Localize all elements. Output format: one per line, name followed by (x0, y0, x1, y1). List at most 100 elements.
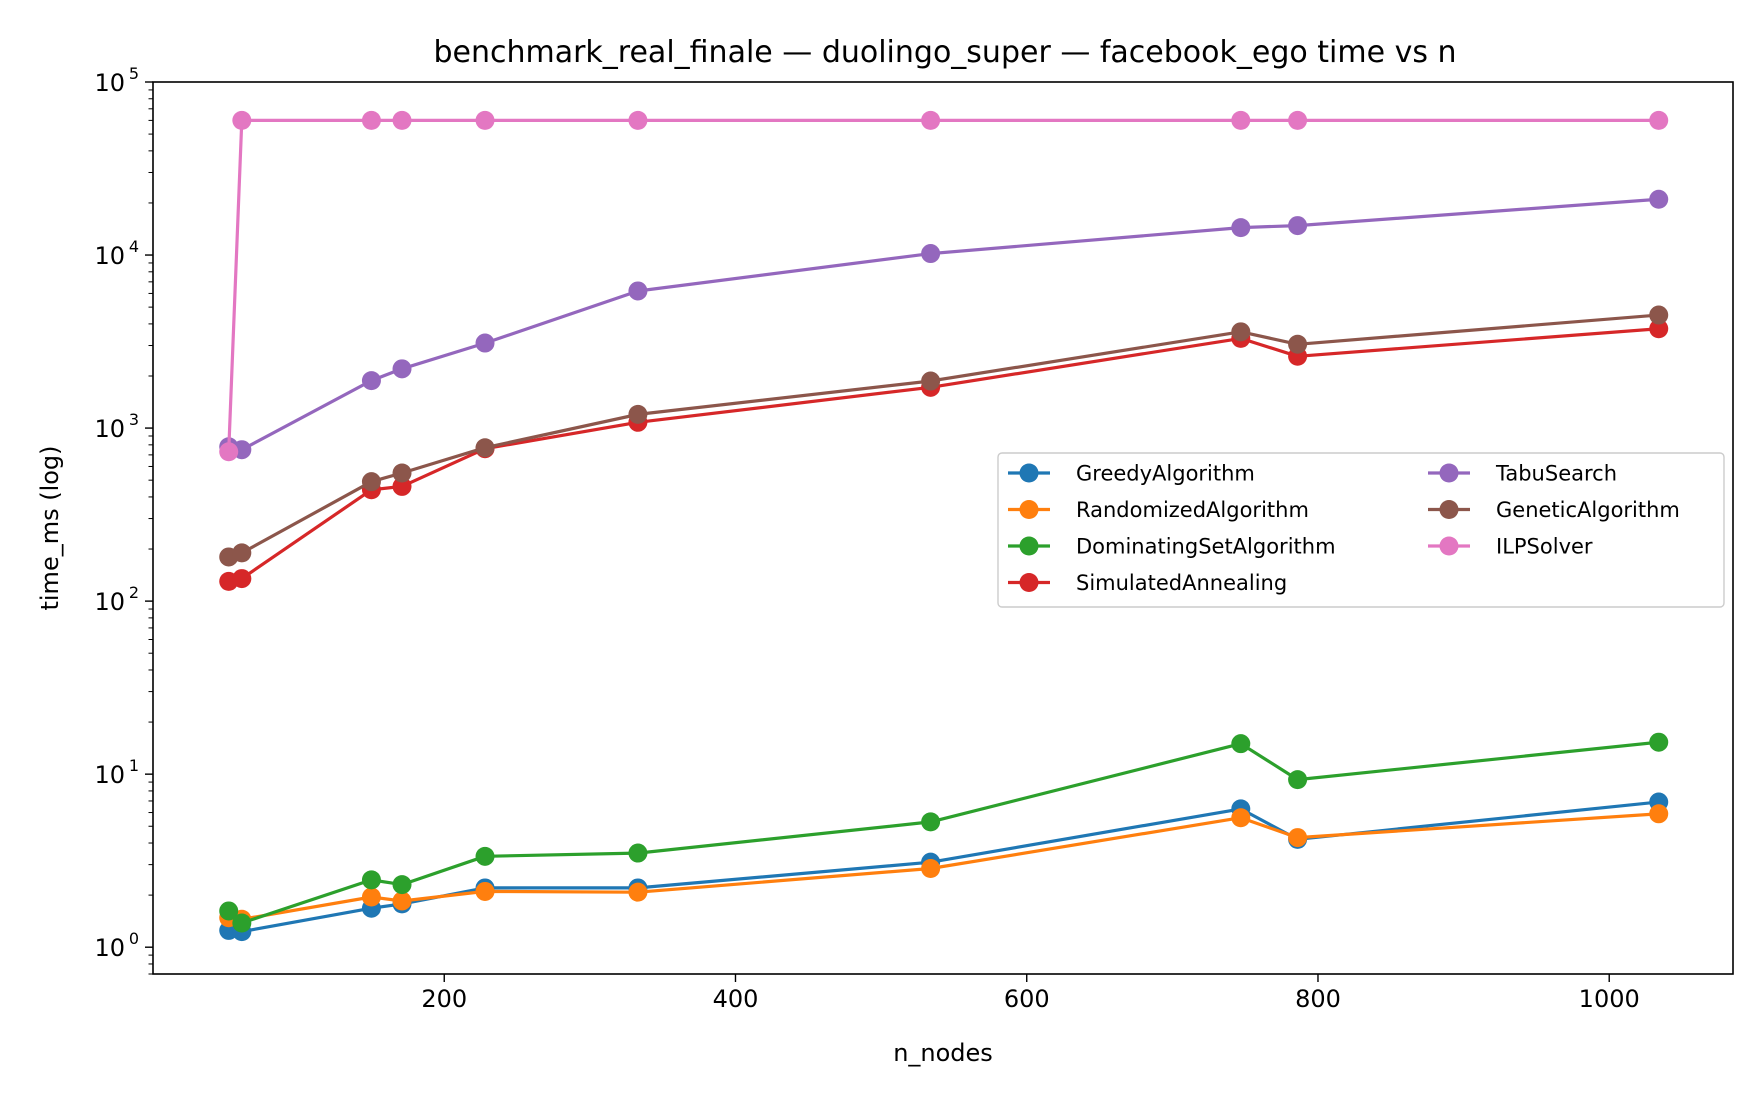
data-point (1649, 305, 1669, 325)
series-line (228, 812, 1659, 921)
data-point (219, 901, 239, 921)
data-point (921, 244, 941, 264)
legend-swatch-marker (1019, 573, 1039, 592)
data-point (628, 404, 648, 424)
series-line (228, 800, 1659, 934)
series-line (228, 327, 1659, 583)
data-point (628, 281, 648, 301)
y-tick-exponent: 4 (129, 237, 139, 256)
legend-swatch-marker (1439, 463, 1459, 483)
y-tick-exponent: 5 (129, 64, 139, 83)
data-point (392, 463, 412, 483)
data-point (1231, 110, 1251, 130)
legend-item: GeneticAlgorithm (1428, 498, 1680, 522)
plot-area (219, 110, 1669, 942)
legend: GreedyAlgorithm RandomizedAlgorithm Domina… (997, 452, 1725, 608)
legend-swatch-marker (1439, 536, 1459, 556)
data-point (628, 882, 648, 902)
series-ILPSolver (219, 110, 1669, 462)
y-tick-label: 10 (94, 415, 125, 443)
legend-item: SimulatedAnnealing (1008, 571, 1287, 595)
data-point (475, 110, 495, 130)
data-point (475, 881, 495, 901)
series-TabuSearch (219, 189, 1669, 460)
data-point (1231, 734, 1251, 754)
data-point (232, 913, 252, 933)
series-line (228, 313, 1659, 559)
x-tick-label: 400 (713, 985, 759, 1013)
legend-item: GreedyAlgorithm (1008, 462, 1255, 486)
data-point (361, 371, 381, 391)
x-tick-label: 600 (1004, 985, 1050, 1013)
data-point (1288, 216, 1308, 236)
data-point (1231, 322, 1251, 342)
data-point (361, 887, 381, 907)
x-tick-label: 200 (421, 985, 467, 1013)
series-line (228, 197, 1659, 452)
x-axis: 200 400 600 800 1000 (421, 974, 1640, 1013)
legend-label: GreedyAlgorithm (1076, 462, 1255, 486)
series-GeneticAlgorithm (219, 305, 1669, 567)
legend-label: SimulatedAnnealing (1076, 571, 1287, 595)
data-point (361, 870, 381, 890)
x-tick-label: 1000 (1579, 985, 1640, 1013)
data-point (361, 110, 381, 130)
legend-label: ILPSolver (1496, 535, 1593, 559)
data-point (392, 476, 412, 496)
legend-item: RandomizedAlgorithm (1008, 498, 1309, 522)
data-point (392, 891, 412, 911)
data-point (219, 442, 239, 462)
y-tick-exponent: 0 (129, 929, 139, 948)
data-point (1649, 189, 1669, 209)
legend-swatch-marker (1019, 500, 1039, 519)
data-point (232, 543, 252, 563)
legend-label: DominatingSetAlgorithm (1076, 535, 1336, 559)
data-point (921, 371, 941, 391)
legend-label: TabuSearch (1495, 462, 1617, 486)
data-point (1649, 732, 1669, 752)
legend-item: TabuSearch (1428, 462, 1617, 486)
plot-frame (152, 81, 1734, 975)
data-point (1649, 804, 1669, 824)
data-point (475, 438, 495, 458)
legend-box (997, 452, 1725, 608)
data-point (1288, 770, 1308, 790)
data-point (1231, 218, 1251, 238)
y-tick-label: 10 (94, 588, 125, 616)
data-point (392, 875, 412, 895)
data-point (475, 846, 495, 866)
y-tick-label: 10 (94, 69, 125, 97)
data-point (232, 110, 252, 130)
data-point (1649, 110, 1669, 130)
y-tick-exponent: 3 (129, 410, 139, 429)
data-point (361, 472, 381, 492)
data-point (392, 359, 412, 379)
data-point (1649, 319, 1669, 339)
legend-swatch-marker (1019, 536, 1039, 556)
legend-label: RandomizedAlgorithm (1076, 498, 1309, 522)
data-point (475, 333, 495, 353)
data-point (1288, 110, 1308, 130)
legend-label: GeneticAlgorithm (1496, 498, 1680, 522)
series-line (227, 118, 1659, 452)
data-point (921, 858, 941, 878)
legend-item: DominatingSetAlgorithm (1008, 535, 1336, 559)
y-tick-exponent: 1 (129, 756, 139, 775)
legend-item: ILPSolver (1428, 535, 1593, 559)
series-DominatingSetAlgorithm (219, 732, 1669, 933)
data-point (628, 110, 648, 130)
y-tick-label: 10 (94, 242, 125, 270)
legend-swatch-marker (1019, 463, 1039, 483)
data-point (628, 843, 648, 863)
data-point (1288, 828, 1308, 848)
x-axis-label: n_nodes (893, 1039, 993, 1067)
data-point (1288, 334, 1308, 354)
y-axis-label: time_ms (log) (36, 445, 64, 610)
chart-title: benchmark_real_finale — duolingo_super —… (433, 35, 1456, 70)
y-tick-exponent: 2 (129, 583, 139, 602)
data-point (1231, 808, 1251, 828)
data-point (921, 110, 941, 130)
x-tick-label: 800 (1295, 985, 1341, 1013)
